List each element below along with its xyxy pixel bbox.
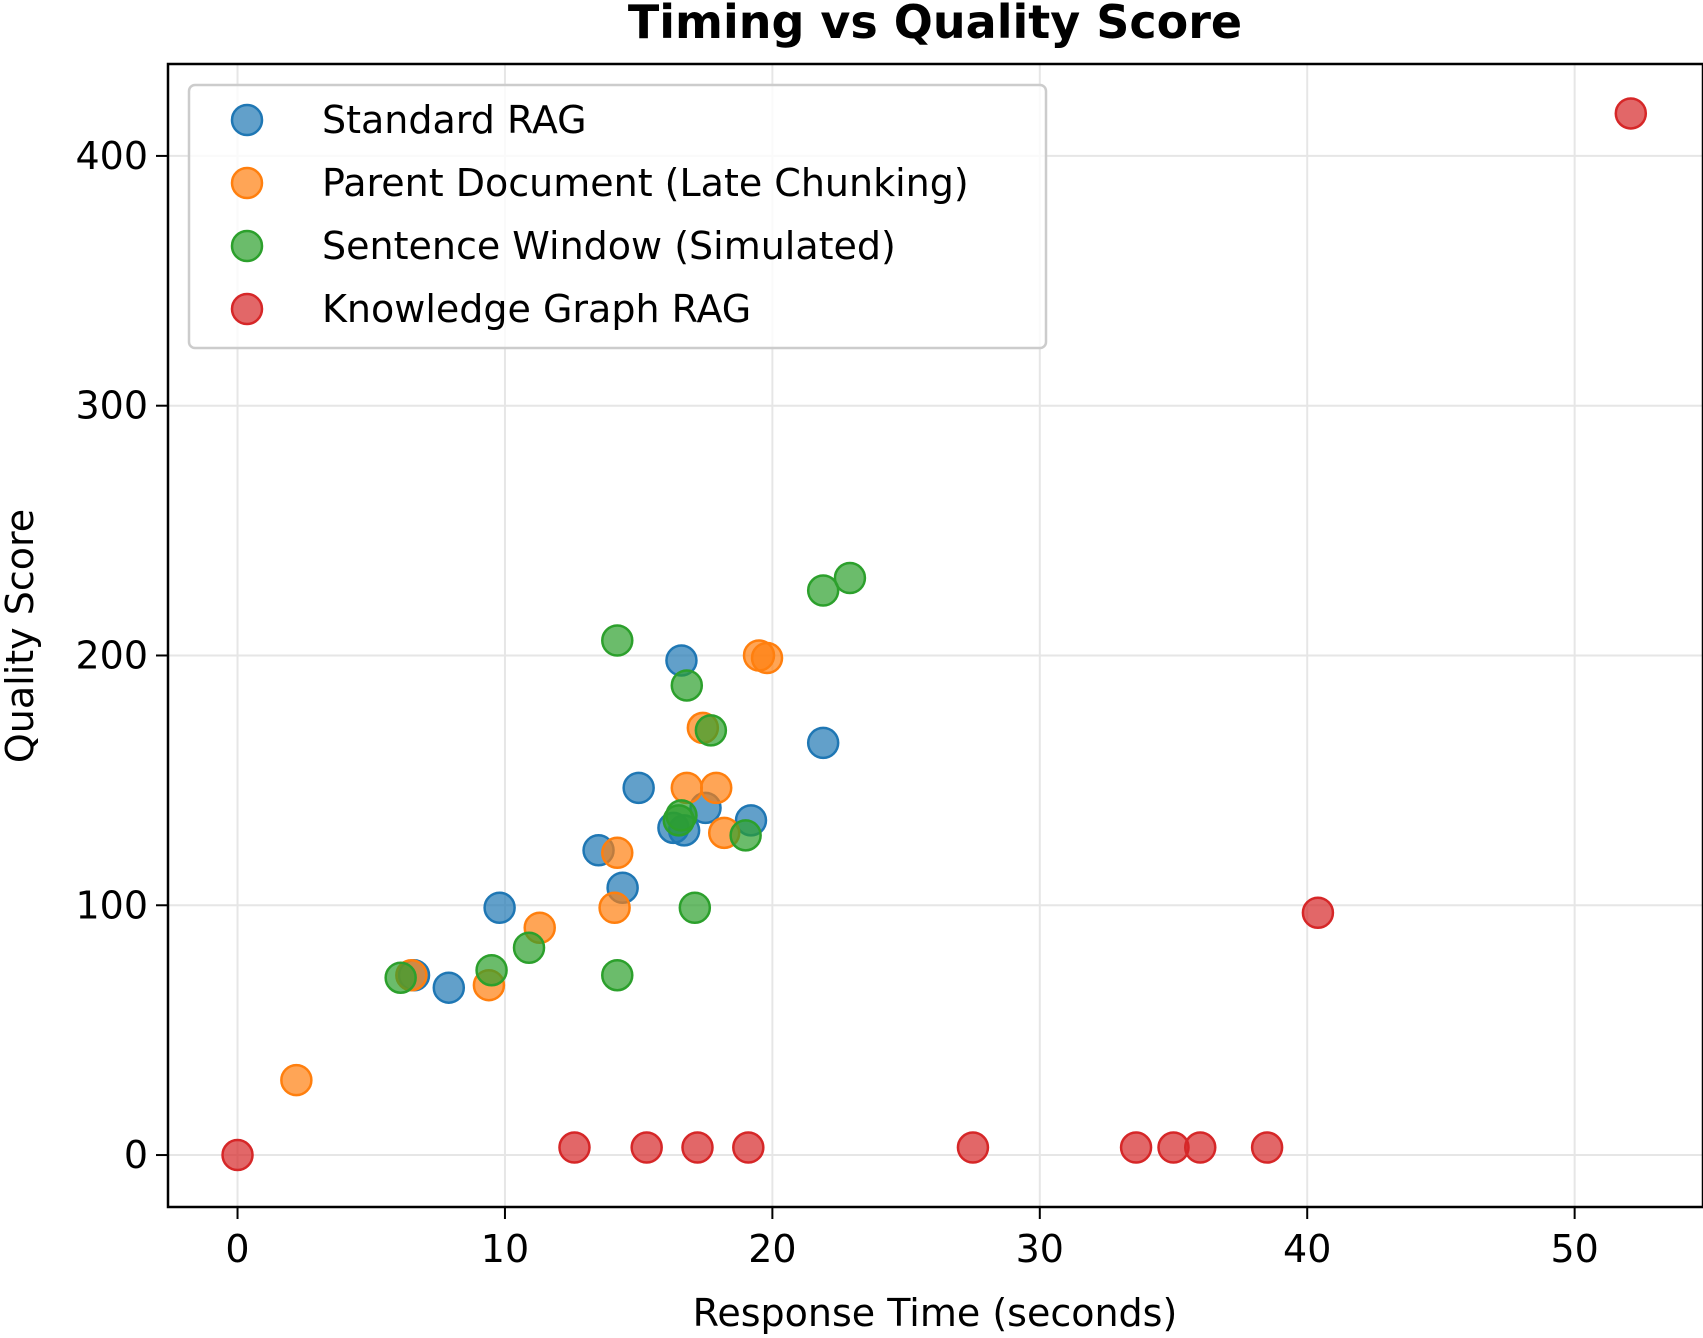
legend-label: Standard RAG xyxy=(322,98,587,142)
legend-label: Knowledge Graph RAG xyxy=(322,287,751,331)
legend: Standard RAG Parent Document (Late Chunki… xyxy=(187,83,1048,350)
series-3 xyxy=(221,97,1648,1172)
data-point xyxy=(833,561,867,595)
x-axis-label: Response Time (seconds) xyxy=(693,1291,1178,1335)
legend-marker xyxy=(230,103,264,137)
data-point xyxy=(1614,97,1648,130)
data-point xyxy=(512,931,546,964)
legend-label: Sentence Window (Simulated) xyxy=(322,224,896,268)
data-point xyxy=(601,836,634,870)
legend-frame xyxy=(187,83,1048,350)
legend-label: Parent Document (Late Chunking) xyxy=(322,161,969,205)
data-point xyxy=(558,1131,591,1164)
data-point xyxy=(475,953,508,987)
data-point xyxy=(750,641,784,675)
data-point xyxy=(622,771,655,805)
data-point xyxy=(678,891,712,925)
data-point xyxy=(432,971,466,1004)
legend-marker xyxy=(230,292,264,326)
data-point xyxy=(665,799,698,832)
data-point xyxy=(1250,1131,1284,1164)
axis-ticks: 0 10 20 30 40 50 0 100 200 300 400 xyxy=(75,134,1598,1271)
data-point xyxy=(483,891,516,925)
data-point xyxy=(280,1063,313,1097)
data-point xyxy=(670,669,704,702)
data-point xyxy=(699,771,733,805)
data-point xyxy=(729,819,762,852)
x-tick-label: 50 xyxy=(1550,1227,1598,1271)
data-point xyxy=(694,714,728,747)
data-point xyxy=(670,771,704,805)
data-point xyxy=(598,891,631,925)
data-point xyxy=(732,1131,765,1164)
data-point xyxy=(221,1138,254,1172)
series-2 xyxy=(384,561,867,994)
legend-marker xyxy=(230,166,264,200)
y-tick-label: 300 xyxy=(75,384,148,428)
plot-frame xyxy=(166,62,1703,1209)
x-tick-label: 30 xyxy=(1016,1227,1064,1271)
y-tick-label: 200 xyxy=(75,633,148,677)
legend-marker xyxy=(230,229,264,263)
y-tick-label: 100 xyxy=(75,883,148,927)
x-tick-label: 10 xyxy=(481,1227,529,1271)
data-point xyxy=(1301,896,1335,930)
data-point xyxy=(681,1131,714,1164)
data-point xyxy=(1119,1131,1153,1164)
chart-title: Timing vs Quality Score xyxy=(628,0,1242,49)
data-point xyxy=(630,1131,663,1164)
x-tick-label: 20 xyxy=(748,1227,796,1271)
data-point xyxy=(384,961,417,994)
data-points xyxy=(221,97,1648,1172)
data-point xyxy=(1183,1131,1217,1164)
y-axis-label: Quality Score xyxy=(0,509,42,763)
data-point xyxy=(956,1131,990,1164)
x-tick-label: 0 xyxy=(225,1227,249,1271)
data-point xyxy=(806,574,840,607)
data-point xyxy=(601,958,634,992)
y-tick-label: 400 xyxy=(75,134,148,178)
x-tick-label: 40 xyxy=(1283,1227,1331,1271)
data-point xyxy=(601,624,634,657)
data-point xyxy=(806,726,840,760)
y-tick-label: 0 xyxy=(124,1133,148,1177)
